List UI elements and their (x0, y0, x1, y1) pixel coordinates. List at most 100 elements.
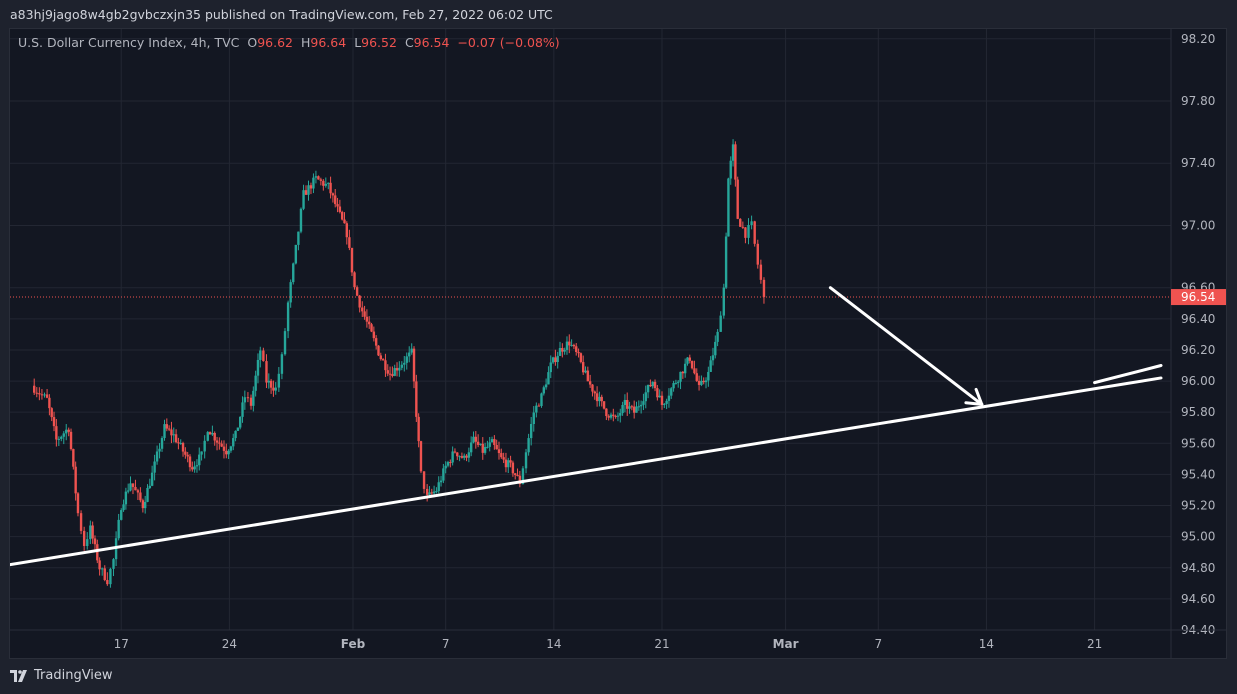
candle-body (584, 370, 587, 373)
candle-body (294, 244, 298, 264)
candle-body (681, 371, 685, 374)
candle-body (532, 412, 535, 424)
candle-body (467, 452, 471, 458)
candle-body (232, 438, 235, 447)
candle-body (57, 438, 61, 440)
candle-body (497, 449, 501, 454)
candle-body (203, 440, 206, 452)
candle-body (343, 219, 346, 224)
candle-body (134, 486, 137, 491)
footer: TradingView (0, 659, 1237, 694)
candle-body (412, 348, 416, 382)
y-tick-label: 95.80 (1181, 405, 1215, 419)
candle-body (324, 183, 327, 186)
candle-body (388, 373, 392, 375)
candle-body (286, 302, 290, 332)
candle-body (379, 355, 382, 360)
candle-body (76, 493, 80, 514)
candle-body (605, 408, 608, 417)
candle-body (686, 357, 689, 364)
candle-body (432, 491, 436, 494)
candle-body (195, 465, 199, 467)
y-tick-label: 97.40 (1181, 156, 1215, 170)
candle-body (222, 446, 226, 451)
candle-body (241, 402, 244, 417)
candle-body (391, 374, 394, 376)
chart-pane[interactable]: 98.20 97.80 97.40 97.00 96.60 96.40 96.20 96.00… (9, 28, 1227, 659)
candle-body (297, 231, 300, 245)
candle-body (744, 227, 747, 238)
y-tick-label: 94.60 (1181, 592, 1215, 606)
candle-body (272, 387, 275, 391)
candle-body (518, 475, 522, 485)
x-tick-label: Mar (773, 637, 799, 651)
candle-body (667, 395, 671, 401)
candle-body (514, 473, 517, 476)
last-price-badge (1171, 289, 1226, 306)
candle-body (472, 436, 475, 443)
candle-body (458, 456, 461, 458)
candle-body (632, 406, 636, 413)
candle-body (146, 487, 149, 502)
candle-body (67, 429, 70, 432)
candle-body (542, 387, 545, 394)
brand-name: TradingView (34, 668, 113, 683)
legend-close-label: C (404, 35, 414, 50)
candle-body (262, 350, 265, 362)
y-tick-label: 97.80 (1181, 94, 1215, 108)
candle-body (109, 568, 112, 585)
candle-body (336, 204, 339, 207)
candle-body (621, 404, 624, 414)
candle-body (554, 357, 557, 363)
candle-body (575, 346, 578, 352)
tradingview-brand[interactable]: TradingView (10, 668, 113, 683)
candle-body (267, 380, 270, 383)
candle-body (428, 492, 431, 495)
candle-body (707, 371, 710, 381)
x-tick-label: Feb (341, 637, 366, 651)
candle-body (124, 491, 128, 505)
candle-body (220, 443, 223, 447)
candle-body (521, 468, 525, 485)
candle-body (358, 295, 361, 308)
candle-body (368, 321, 371, 325)
candle-body (33, 385, 36, 393)
candle-body (700, 380, 703, 385)
candle-body (502, 457, 505, 460)
candle-body (377, 345, 380, 356)
candle-body (714, 341, 717, 356)
candle-body (663, 403, 666, 405)
candle-body (405, 356, 408, 363)
candle-body (750, 221, 753, 226)
candle-body (759, 264, 763, 280)
candle-body (329, 182, 332, 194)
candle-body (74, 466, 77, 494)
candle-body (60, 436, 63, 439)
candle-body (579, 353, 583, 363)
candle-body (702, 380, 705, 383)
candlestick-chart[interactable]: 98.2097.8097.4097.0096.6096.4096.2096.00… (10, 29, 1226, 658)
candle-body (449, 462, 452, 464)
candle-body (353, 272, 356, 288)
candle-body (556, 355, 559, 363)
candle-body (215, 440, 219, 443)
candle-body (549, 362, 552, 373)
symbol-legend: U.S. Dollar Currency Index, 4h, TVC O96.… (18, 35, 560, 50)
candle-body (563, 349, 566, 352)
candle-body (69, 431, 73, 450)
candle-body (410, 348, 413, 353)
candle-body (456, 452, 459, 457)
support-trendline (10, 376, 1163, 567)
candle-body (635, 406, 638, 413)
candle-body (106, 580, 109, 585)
legend-close-value: 96.54 (413, 35, 450, 50)
candle-body (565, 341, 569, 350)
legend-open-value: 96.62 (257, 35, 294, 50)
candle-body (283, 331, 287, 355)
candle-body (172, 434, 175, 436)
candle-body (683, 363, 687, 374)
candle-body (361, 307, 364, 312)
candle-body (327, 182, 330, 184)
y-tick-label: 98.20 (1181, 32, 1215, 46)
legend-high-label: H (301, 35, 311, 50)
